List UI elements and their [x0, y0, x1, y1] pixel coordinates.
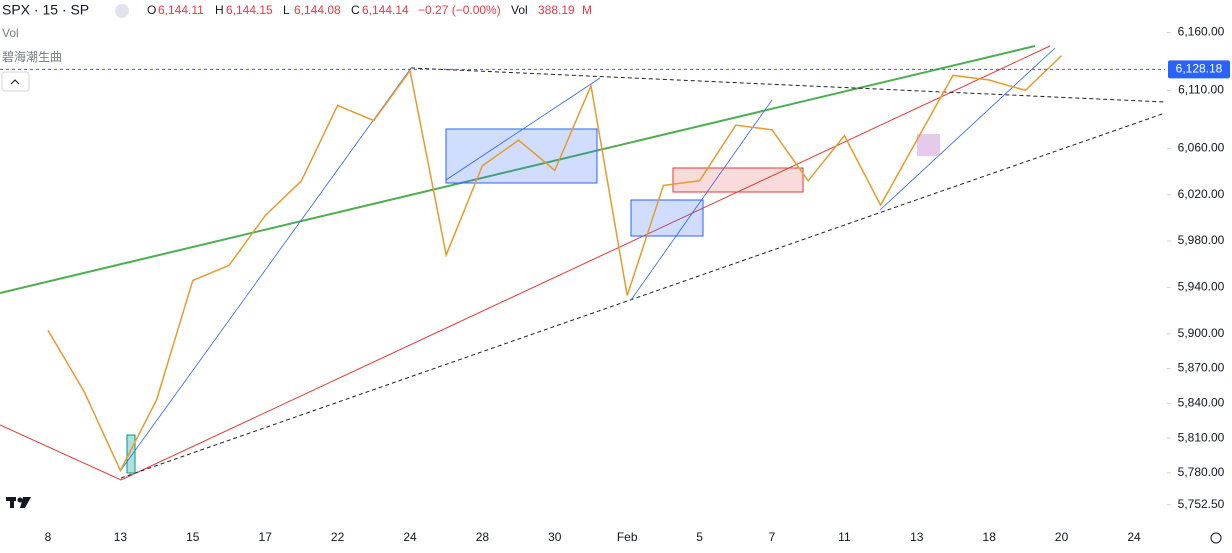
volume-key: Vol [511, 3, 528, 17]
x-tick-label: 7 [769, 530, 776, 544]
fib-line [120, 67, 412, 471]
ohlc-key: O [147, 3, 156, 17]
x-tick-label: 18 [983, 530, 997, 544]
zone-box [445, 128, 598, 184]
x-tick-label: 17 [259, 530, 273, 544]
y-tick-label: 5,900.00 [1178, 326, 1225, 340]
x-tick-label: 24 [403, 530, 417, 544]
indicator-label: 碧海潮生曲 [2, 49, 62, 64]
price-line [47, 55, 1063, 473]
x-tick-label: 15 [186, 530, 200, 544]
ohlc-key: C [351, 3, 360, 17]
x-tick-label: 5 [696, 530, 703, 544]
fib-line [879, 47, 1056, 211]
x-tick-label: 13 [114, 530, 128, 544]
x-tick-label: 13 [910, 530, 924, 544]
x-tick-label: 24 [1127, 530, 1141, 544]
ohlc-key: H [215, 3, 224, 17]
ohlc: O 6,144.11 H 6,144.15 L 6,144.08 C 6,144.14 [147, 3, 409, 17]
x-tick-label: 8 [45, 530, 52, 544]
y-tick-label: 5,870.00 [1178, 361, 1225, 375]
plot [47, 55, 1063, 473]
y-tick-label: 6,020.00 [1178, 187, 1225, 201]
channel-line [120, 112, 1166, 479]
ohlc-value: 6,144.15 [226, 3, 273, 17]
x-tick-label: 22 [331, 530, 345, 544]
collapse-icon[interactable] [115, 4, 129, 18]
ohlc-key: L [283, 3, 290, 17]
trend-line [0, 45, 1036, 294]
chevron [10, 79, 20, 85]
y-tick-label: 5,752.50 [1178, 497, 1225, 511]
ohlc-value: 6,144.11 [158, 3, 204, 17]
trend-line [0, 45, 1051, 481]
y-tick-label: 5,940.00 [1178, 280, 1225, 294]
zone-box [630, 199, 704, 237]
x-tick-label: Feb [617, 530, 638, 544]
symbol: SPX · 15 · SP [2, 2, 89, 18]
x-tick-label: 11 [838, 530, 851, 544]
settings-icon[interactable] [1210, 532, 1222, 544]
logo [6, 497, 31, 508]
zone-box [917, 134, 940, 156]
change: −0.27 (−0.00%) [418, 3, 501, 17]
zone-box [126, 434, 136, 474]
collapse-button[interactable] [1, 71, 30, 92]
last-price-box [1168, 60, 1230, 79]
y-tick-label: 6,160.00 [1178, 25, 1225, 39]
x-tick-label: 20 [1055, 530, 1069, 544]
x-tick-label: 30 [548, 530, 562, 544]
y-tick-label: 5,840.00 [1178, 395, 1225, 409]
y-tick-label: 6,060.00 [1178, 141, 1225, 155]
ohlc-value: 6,144.14 [362, 3, 409, 17]
indicator-label: Vol [2, 26, 19, 40]
y-tick-label: 6,110.00 [1178, 83, 1224, 97]
x-tick-label: 28 [476, 530, 490, 544]
volume: 388.19 [538, 3, 575, 17]
channel-line [410, 67, 1166, 103]
last-price-label: 6,128.18 [1176, 61, 1223, 75]
y-tick-label: 5,810.00 [1178, 430, 1225, 444]
drawings [0, 45, 1166, 481]
volume-unit: M [582, 3, 592, 17]
y-tick-label: 5,780.00 [1178, 465, 1225, 479]
y-tick-label: 5,980.00 [1178, 233, 1225, 247]
zone-box [672, 167, 804, 193]
ohlc-value: 6,144.08 [294, 3, 341, 17]
